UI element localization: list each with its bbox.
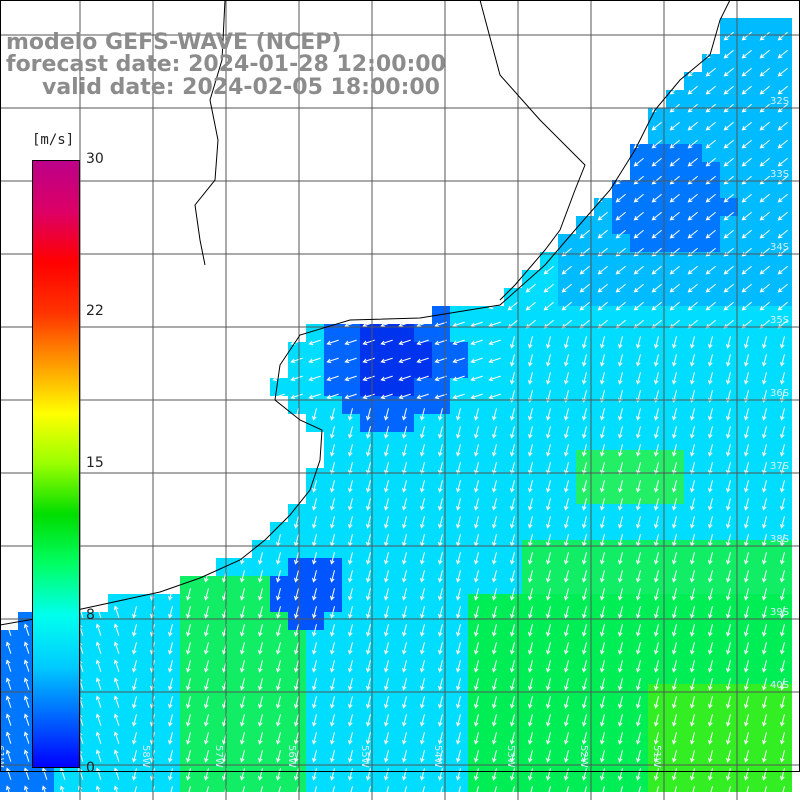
latitude-label: 36S: [770, 388, 789, 399]
longitude-label: 55W: [359, 745, 370, 768]
longitude-label: 57W: [213, 745, 224, 768]
longitude-label: 54W: [432, 745, 443, 768]
model-title: modelo GEFS-WAVE (NCEP): [6, 30, 342, 55]
longitude-label: 56W: [286, 745, 297, 768]
colorbar-tick-30: 30: [86, 151, 104, 167]
colorbar-tick-0: 0: [86, 760, 95, 776]
longitude-label: 53W: [505, 745, 516, 768]
latitude-label: 39S: [770, 607, 789, 618]
latitude-label: 34S: [770, 242, 789, 253]
longitude-label: 51W: [651, 745, 662, 768]
coastline: [0, 0, 731, 626]
latitude-label: 35S: [770, 315, 789, 326]
borders: [194, 0, 586, 301]
longitude-label: 58W: [140, 745, 151, 768]
colorbar-tick-22: 22: [86, 303, 104, 319]
colorbar-tick-8: 8: [86, 607, 95, 623]
latitude-label: 33S: [770, 169, 789, 180]
wind-arrows: [5, 31, 788, 799]
wind-speed-field: [0, 18, 792, 792]
latitude-label: 40S: [770, 680, 789, 691]
longitude-label: 52W: [578, 745, 589, 768]
colorbar-tick-15: 15: [86, 455, 104, 471]
latitude-label: 37S: [770, 461, 789, 472]
colorbar: [32, 160, 80, 768]
forecast-date: forecast date: 2024-01-28 12:00:00: [6, 52, 446, 77]
latitude-label: 32S: [770, 96, 789, 107]
latitude-label: 38S: [770, 534, 789, 545]
longitude-label: 61W: [0, 745, 5, 768]
valid-date: valid date: 2024-02-05 18:00:00: [42, 75, 440, 100]
colorbar-unit: [m/s]: [30, 132, 77, 148]
